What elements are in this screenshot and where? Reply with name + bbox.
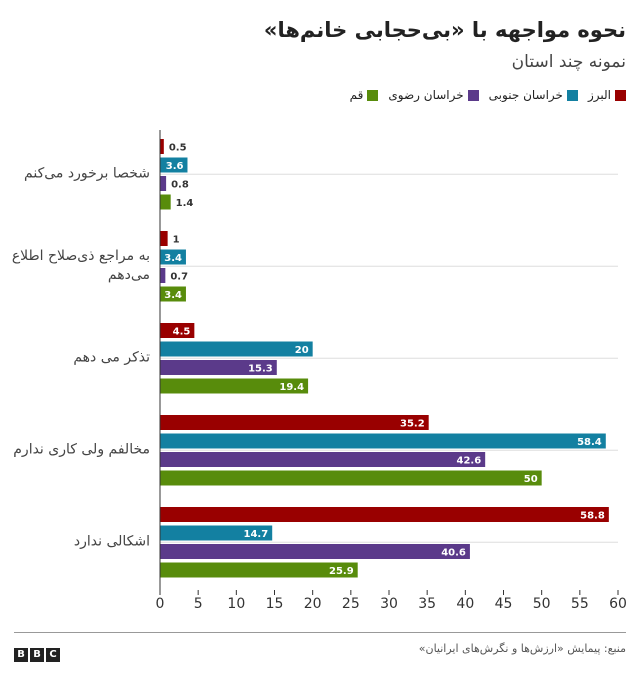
chart-subtitle: نمونه چند استان [511, 52, 626, 72]
bar [160, 433, 606, 449]
legend-item: قم [350, 88, 379, 102]
bar [160, 139, 164, 154]
y-tick-label: به مراجع ذی‌صلاح اطلاع می‌دهم [11, 248, 150, 284]
source: منبع: پیمایش «ارزش‌ها و نگرش‌های ایرانیا… [418, 642, 626, 655]
footer-line [14, 632, 626, 633]
legend-item: خراسان رضوی [388, 88, 479, 102]
x-tick-label: 50 [533, 596, 551, 612]
bar [160, 378, 309, 394]
bar [160, 323, 195, 338]
data-label: 19.4 [279, 382, 304, 393]
x-tick-label: 35 [418, 596, 436, 612]
legend-label: خراسان جنوبی [488, 88, 563, 102]
data-label: 0.5 [169, 143, 187, 154]
legend-swatch [367, 89, 379, 101]
bar [160, 562, 358, 578]
bar [160, 194, 171, 210]
data-label: 35.2 [400, 419, 425, 430]
bar [160, 286, 186, 302]
bar [160, 341, 313, 357]
logo-letter: B [14, 648, 28, 662]
y-tick-label: مخالفم ولی کاری ندارم [13, 441, 150, 458]
x-tick-label: 0 [156, 596, 165, 612]
data-label: 58.4 [577, 437, 602, 448]
data-label: 4.5 [173, 327, 191, 338]
y-tick-label: تذکر می دهم [73, 349, 150, 366]
data-label: 1 [173, 235, 180, 246]
legend-label: خراسان رضوی [388, 88, 464, 102]
data-label: 3.4 [164, 290, 182, 301]
data-label: 0.7 [170, 272, 188, 283]
logo-letter: B [30, 648, 44, 662]
chart-title: نحوه مواجهه با «بی‌حجابی خانم‌ها» [263, 18, 626, 42]
x-tick-label: 45 [495, 596, 513, 612]
x-tick-label: 5 [194, 596, 203, 612]
data-label: 42.6 [456, 456, 481, 467]
data-label: 0.8 [171, 180, 189, 191]
x-tick-label: 60 [609, 596, 627, 612]
x-tick-label: 25 [342, 596, 360, 612]
data-label: 3.6 [166, 161, 184, 172]
bar [160, 176, 167, 191]
data-label: 1.4 [176, 198, 194, 209]
bar [160, 157, 188, 173]
bar [160, 507, 609, 522]
data-label: 25.9 [329, 566, 354, 577]
data-label: 15.3 [248, 364, 273, 375]
bar [160, 249, 186, 265]
data-label: 50 [524, 474, 538, 485]
legend-item: البرز [588, 88, 626, 102]
data-label: 3.4 [164, 253, 182, 264]
bar [160, 231, 168, 246]
bar [160, 415, 429, 430]
bar [160, 525, 273, 541]
x-tick-label: 20 [304, 596, 322, 612]
legend-item: خراسان جنوبی [489, 88, 578, 102]
logo-letter: C [46, 648, 60, 662]
x-tick-label: 10 [227, 596, 245, 612]
legend-swatch [467, 89, 479, 101]
bar [160, 360, 277, 375]
data-label: 20 [295, 345, 309, 356]
bar [160, 268, 166, 283]
legend-label: البرز [587, 88, 611, 102]
data-label: 14.7 [244, 529, 269, 540]
bar [160, 470, 542, 486]
legend-label: قم [349, 88, 364, 102]
bar [160, 452, 486, 467]
bar [160, 544, 470, 559]
y-tick-label: شخصا برخورد می‌کنم [24, 165, 150, 182]
x-tick-label: 55 [571, 596, 589, 612]
legend-swatch [566, 89, 578, 101]
x-tick-label: 30 [380, 596, 398, 612]
legend-swatch [615, 89, 626, 101]
x-tick-label: 15 [266, 596, 284, 612]
legend: البرز خراسان جنوبی خراسان رضوی قم [350, 88, 626, 102]
data-label: 58.8 [580, 511, 605, 522]
data-label: 40.6 [441, 548, 466, 559]
y-tick-label: اشکالی ندارد [73, 533, 150, 550]
x-tick-label: 40 [456, 596, 474, 612]
